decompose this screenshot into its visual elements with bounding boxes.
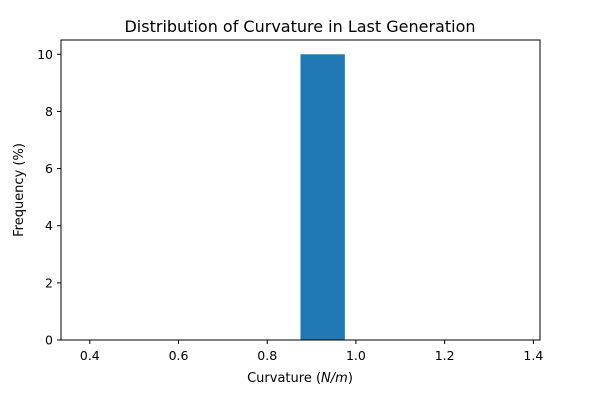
x-tick-label: 1.0 [346, 348, 366, 363]
y-tick-label: 8 [45, 104, 53, 119]
chart-title: Distribution of Curvature in Last Genera… [124, 17, 475, 36]
y-tick-label: 4 [45, 218, 53, 233]
y-axis-label: Frequency (%) [12, 143, 27, 237]
x-tick-label: 0.8 [257, 348, 277, 363]
y-tick-label: 0 [45, 333, 53, 348]
x-tick-label: 1.4 [523, 348, 543, 363]
y-tick-label: 2 [45, 275, 53, 290]
x-tick-label: 0.6 [169, 348, 189, 363]
y-tick-label: 10 [37, 47, 53, 62]
y-tick-label: 6 [45, 161, 53, 176]
histogram-bar-0 [300, 54, 345, 341]
x-tick-label: 1.2 [435, 348, 455, 363]
x-axis-ticks: 0.4 0.6 0.8 1.0 1.2 1.4 [80, 340, 543, 363]
y-axis-ticks: 0 2 4 6 8 10 [37, 47, 61, 348]
x-tick-label: 0.4 [80, 348, 100, 363]
x-axis-label: Curvature (N/m) [247, 371, 353, 386]
plot-frame [60, 39, 541, 341]
bars-group [300, 54, 345, 341]
